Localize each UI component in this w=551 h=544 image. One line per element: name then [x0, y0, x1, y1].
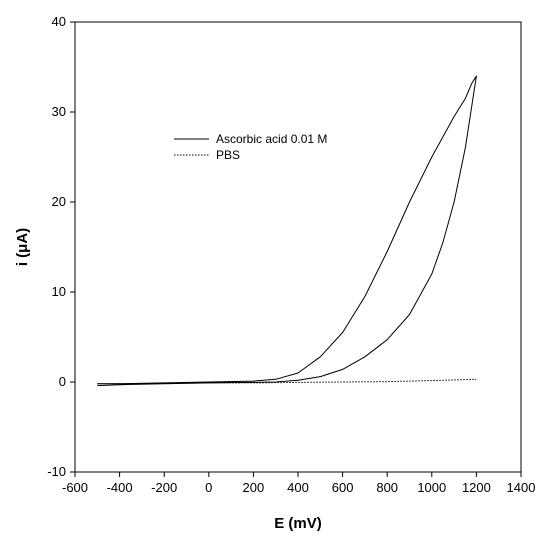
y-tick-label: -10	[47, 464, 66, 479]
x-tick-label: -200	[151, 480, 177, 495]
y-axis-ticks: -10 0 10 20 30 40	[47, 14, 75, 479]
plot-frame	[74, 21, 522, 473]
y-tick-label: 10	[52, 284, 66, 299]
x-axis-ticks: -600 -400 -200 0 200 400 600 800 1000 1200 1400	[62, 472, 535, 495]
y-tick-label: 40	[52, 14, 66, 29]
y-tick-label: 20	[52, 194, 66, 209]
y-axis-title: i (μA)	[14, 228, 31, 266]
series-layer	[97, 75, 477, 387]
x-axis-title: E (mV)	[274, 515, 322, 532]
x-tick-label: 1400	[507, 480, 536, 495]
y-tick-label: 0	[59, 374, 66, 389]
x-tick-label: 800	[376, 480, 398, 495]
x-tick-label: 0	[205, 480, 212, 495]
series-line-0	[97, 75, 477, 387]
legend-label-1: PBS	[216, 148, 240, 162]
x-tick-label: 1200	[462, 480, 491, 495]
x-tick-label: 600	[332, 480, 354, 495]
x-tick-label: -600	[62, 480, 88, 495]
legend-label-0: Ascorbic acid 0.01 M	[216, 132, 327, 146]
legend: Ascorbic acid 0.01 M PBS	[174, 132, 327, 162]
x-tick-label: 400	[287, 480, 309, 495]
series-line-1	[97, 378, 477, 385]
x-tick-label: -400	[107, 480, 133, 495]
x-tick-label: 200	[243, 480, 265, 495]
y-tick-label: 30	[52, 104, 66, 119]
x-tick-label: 1000	[417, 480, 446, 495]
